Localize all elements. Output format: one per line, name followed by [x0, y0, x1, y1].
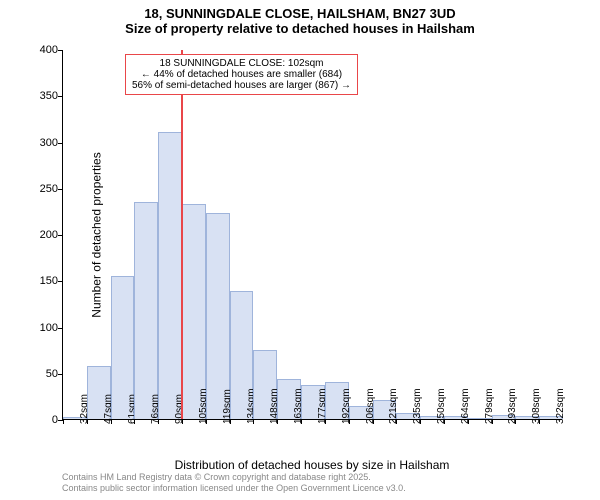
- y-tick-mark: [58, 96, 63, 97]
- annotation-line: 56% of semi-detached houses are larger (…: [132, 80, 351, 91]
- annotation-line: ← 44% of detached houses are smaller (68…: [132, 69, 351, 80]
- title-address: 18, SUNNINGDALE CLOSE, HAILSHAM, BN27 3U…: [0, 6, 600, 21]
- histogram-bar: [206, 213, 230, 419]
- chart-area: Number of detached properties 0501001502…: [62, 50, 562, 420]
- y-tick-mark: [58, 189, 63, 190]
- y-tick-mark: [58, 374, 63, 375]
- x-tick-mark: [111, 419, 112, 424]
- attribution-footer: Contains HM Land Registry data © Crown c…: [62, 472, 406, 494]
- y-tick-label: 50: [46, 368, 58, 380]
- x-tick-mark: [206, 419, 207, 424]
- x-axis-label: Distribution of detached houses by size …: [175, 458, 450, 472]
- x-tick-mark: [349, 419, 350, 424]
- x-tick-mark: [492, 419, 493, 424]
- y-tick-label: 150: [40, 275, 58, 287]
- plot-area: 05010015020025030035040032sqm47sqm61sqm7…: [62, 50, 562, 420]
- x-tick-mark: [63, 419, 64, 424]
- x-tick-mark: [158, 419, 159, 424]
- y-tick-mark: [58, 143, 63, 144]
- histogram-bar: [158, 132, 182, 419]
- y-tick-mark: [58, 50, 63, 51]
- histogram-bar: [182, 204, 206, 419]
- x-tick-mark: [325, 419, 326, 424]
- x-tick-label: 322sqm: [555, 388, 566, 424]
- y-tick-mark: [58, 328, 63, 329]
- y-tick-mark: [58, 281, 63, 282]
- annotation-line: 18 SUNNINGDALE CLOSE: 102sqm: [132, 58, 351, 69]
- y-tick-label: 400: [40, 44, 58, 56]
- chart-titles: 18, SUNNINGDALE CLOSE, HAILSHAM, BN27 3U…: [0, 0, 600, 36]
- y-tick-mark: [58, 235, 63, 236]
- histogram-bar: [134, 202, 158, 419]
- x-tick-mark: [468, 419, 469, 424]
- y-tick-label: 100: [40, 322, 58, 334]
- x-tick-mark: [87, 419, 88, 424]
- x-tick-mark: [373, 419, 374, 424]
- annotation-box: 18 SUNNINGDALE CLOSE: 102sqm← 44% of det…: [125, 54, 358, 95]
- y-tick-label: 250: [40, 183, 58, 195]
- x-tick-mark: [396, 419, 397, 424]
- property-marker-line: [181, 50, 183, 419]
- x-tick-mark: [420, 419, 421, 424]
- y-tick-label: 200: [40, 229, 58, 241]
- y-tick-label: 350: [40, 90, 58, 102]
- x-tick-mark: [134, 419, 135, 424]
- x-tick-mark: [253, 419, 254, 424]
- x-tick-mark: [277, 419, 278, 424]
- x-tick-mark: [182, 419, 183, 424]
- x-tick-mark: [515, 419, 516, 424]
- footer-line-2: Contains public sector information licen…: [62, 483, 406, 494]
- x-tick-mark: [230, 419, 231, 424]
- title-subtitle: Size of property relative to detached ho…: [0, 21, 600, 36]
- footer-line-1: Contains HM Land Registry data © Crown c…: [62, 472, 406, 483]
- x-tick-mark: [539, 419, 540, 424]
- x-tick-mark: [444, 419, 445, 424]
- y-tick-label: 300: [40, 137, 58, 149]
- x-tick-mark: [301, 419, 302, 424]
